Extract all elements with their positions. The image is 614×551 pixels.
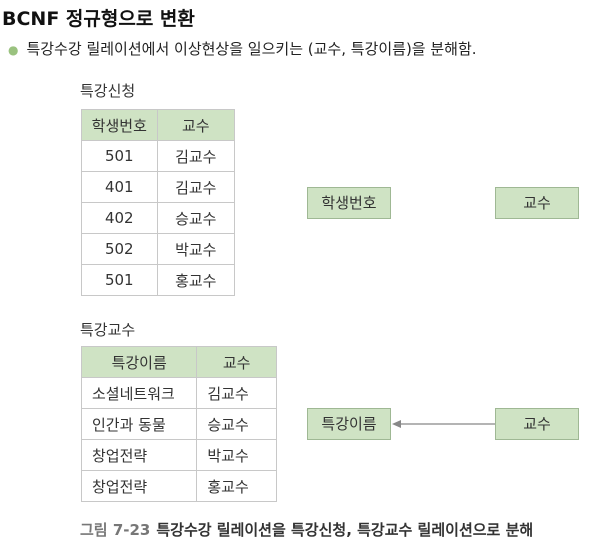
column-header: 특강이름 xyxy=(80,346,198,378)
table-cell: 소셜네트워크 xyxy=(80,377,198,409)
table-cell: 박교수 xyxy=(156,233,236,265)
table-row: 502 박교수 xyxy=(81,233,236,265)
table-header-row: 특강이름 교수 xyxy=(80,346,277,378)
figure-caption-text: 특강수강 릴레이션을 특강신청, 특강교수 릴레이션으로 분해 xyxy=(156,521,534,539)
table-row: 창업전략 박교수 xyxy=(80,439,277,471)
table-row: 402 승교수 xyxy=(81,202,236,234)
table-cell: 402 xyxy=(81,202,158,234)
table-row: 인간과 동물 승교수 xyxy=(80,408,277,440)
table-cell: 501 xyxy=(81,264,158,296)
column-header: 학생번호 xyxy=(81,109,158,141)
table-cell: 홍교수 xyxy=(196,470,277,502)
table-cell: 502 xyxy=(81,233,158,265)
table-header-row: 학생번호 교수 xyxy=(81,109,236,141)
table-row: 소셜네트워크 김교수 xyxy=(80,377,277,409)
table-cell: 김교수 xyxy=(156,171,236,203)
table-cell: 501 xyxy=(81,140,158,172)
table-cell: 창업전략 xyxy=(80,439,198,471)
table-cell: 인간과 동물 xyxy=(80,408,198,440)
column-header: 교수 xyxy=(156,109,236,141)
fd1-left-box: 학생번호 xyxy=(307,187,391,219)
table-row: 창업전략 홍교수 xyxy=(80,470,277,502)
figure-caption: 그림 7-23 특강수강 릴레이션을 특강신청, 특강교수 릴레이션으로 분해 xyxy=(80,519,533,540)
table-cell: 승교수 xyxy=(196,408,277,440)
lecture-professor-table: 특강이름 교수 소셜네트워크 김교수 인간과 동물 승교수 창업전략 박교수 창… xyxy=(80,346,277,502)
column-header: 교수 xyxy=(196,346,277,378)
table-cell: 승교수 xyxy=(156,202,236,234)
dependency-arrow-icon xyxy=(392,420,495,428)
bullet-dot-icon: ● xyxy=(8,43,19,57)
table-cell: 401 xyxy=(81,171,158,203)
section-heading: BCNF 정규형으로 변환 xyxy=(2,8,195,30)
table-cell: 창업전략 xyxy=(80,470,198,502)
table-cell: 김교수 xyxy=(156,140,236,172)
fd2-left-box: 특강이름 xyxy=(307,408,391,440)
enrollment-table: 학생번호 교수 501 김교수 401 김교수 402 승교수 502 박교수 … xyxy=(81,109,236,296)
table-cell: 홍교수 xyxy=(156,264,236,296)
bullet-text: 특강수강 릴레이션에서 이상현상을 일으키는 (교수, 특강이름)을 분해함. xyxy=(26,40,477,58)
table-row: 501 김교수 xyxy=(81,140,236,172)
table-row: 401 김교수 xyxy=(81,171,236,203)
table2-caption: 특강교수 xyxy=(80,321,136,339)
table-cell: 박교수 xyxy=(196,439,277,471)
bullet-point: ● 특강수강 릴레이션에서 이상현상을 일으키는 (교수, 특강이름)을 분해함. xyxy=(8,38,477,59)
table-row: 501 홍교수 xyxy=(81,264,236,296)
table-cell: 김교수 xyxy=(196,377,277,409)
figure-number: 그림 7-23 xyxy=(80,521,151,539)
fd1-right-box: 교수 xyxy=(495,187,579,219)
fd2-right-box: 교수 xyxy=(495,408,579,440)
table1-caption: 특강신청 xyxy=(80,82,136,100)
